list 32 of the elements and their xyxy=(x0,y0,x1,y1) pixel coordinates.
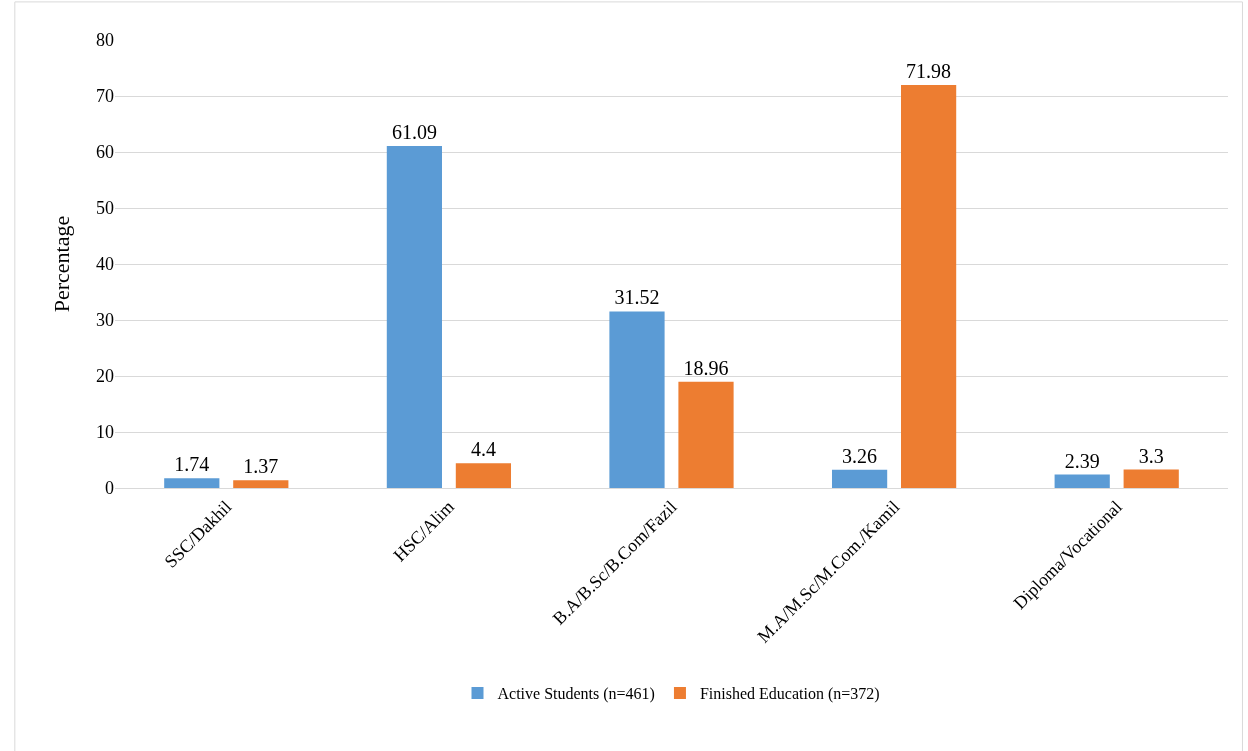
data-label: 2.39 xyxy=(1064,449,1100,472)
data-label: 18.96 xyxy=(683,356,729,379)
bar xyxy=(678,381,734,488)
data-label: 4.4 xyxy=(470,438,496,461)
bar xyxy=(831,469,888,488)
bar xyxy=(233,480,289,488)
bar xyxy=(455,463,512,488)
y-tick-label: 30 xyxy=(96,310,114,331)
bar xyxy=(164,478,220,488)
data-label: 71.98 xyxy=(906,59,952,82)
y-tick-label: 40 xyxy=(96,254,114,275)
bar xyxy=(386,145,442,488)
data-label: 1.37 xyxy=(243,455,279,478)
data-label: 31.52 xyxy=(614,286,660,309)
y-axis-title: Percentage xyxy=(48,215,74,313)
data-label: 3.3 xyxy=(1138,444,1164,467)
y-tick-label: 50 xyxy=(96,198,114,219)
bar xyxy=(1054,474,1110,488)
data-label: 3.26 xyxy=(842,444,878,467)
bar xyxy=(609,311,665,488)
legend-label: Finished Education (n=372) xyxy=(699,685,880,704)
y-tick-label: 10 xyxy=(96,422,114,443)
legend-label: Active Students (n=461) xyxy=(497,685,655,704)
bar xyxy=(1123,469,1179,488)
data-label: 1.74 xyxy=(174,453,210,476)
y-tick-label: 20 xyxy=(96,366,114,387)
y-tick-label: 60 xyxy=(96,142,114,163)
data-label: 61.09 xyxy=(391,120,437,143)
y-tick-label: 70 xyxy=(96,86,114,107)
bar xyxy=(901,84,957,488)
y-tick-label: 80 xyxy=(96,30,114,51)
y-tick-label: 0 xyxy=(105,478,114,499)
